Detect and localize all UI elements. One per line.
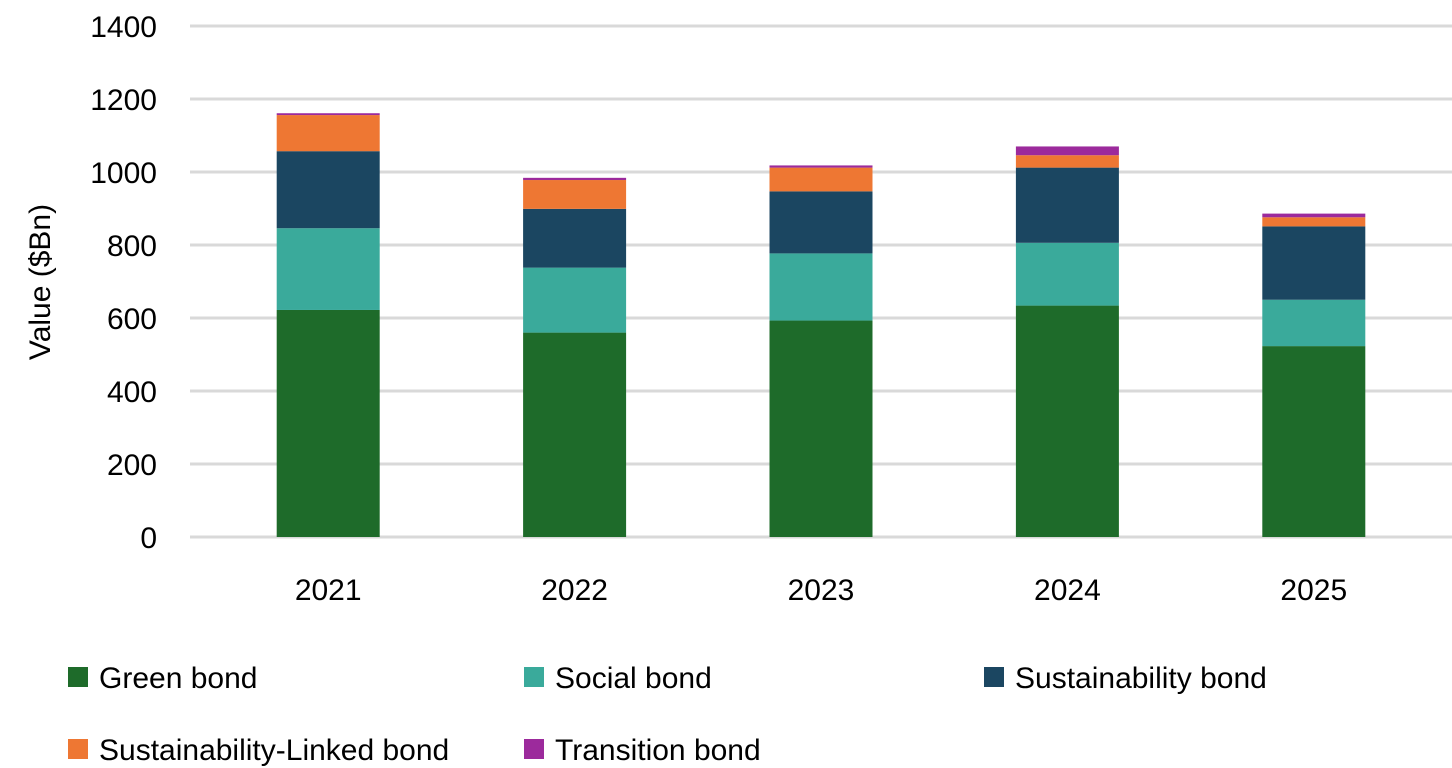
legend-label-sustainability-linked-bond: Sustainability-Linked bond [99,734,449,767]
bar-green-bond-2025 [1262,346,1366,537]
bar-sustainability-bond-2021 [276,151,380,229]
y-axis-ticks: 0 200 400 600 800 1000 1200 1400 [90,11,157,555]
legend-item-green-bond: Green bond [68,662,257,695]
legend-label-green-bond: Green bond [99,662,257,695]
bar-green-bond-2024 [1015,305,1119,537]
legend: Green bond Social bond Sustainability bond… [68,662,1267,767]
bar-green-bond-2022 [523,332,627,537]
legend-item-sustainability-linked-bond: Sustainability-Linked bond [68,734,449,767]
bars [276,113,1366,537]
bar-green-bond-2023 [769,320,873,537]
legend-label-social-bond: Social bond [555,662,712,695]
bar-social-bond-2022 [523,267,627,333]
y-tick-label-1400: 1400 [90,11,157,44]
legend-swatch-sustainability-bond [984,667,1004,687]
bar-sustainability-linked-bond-2022 [523,180,627,209]
x-tick-label-2022: 2022 [541,574,608,607]
legend-swatch-sustainability-linked-bond [68,739,88,759]
bar-social-bond-2024 [1015,242,1119,306]
legend-item-social-bond: Social bond [524,662,712,695]
bar-transition-bond-2024 [1015,146,1119,156]
legend-item-transition-bond: Transition bond [524,734,761,767]
y-tick-label-400: 400 [107,376,157,409]
bar-sustainability-linked-bond-2023 [769,167,873,192]
bar-social-bond-2021 [276,228,380,310]
x-axis-ticks: 2021 2022 2023 2024 2025 [295,574,1347,607]
y-tick-label-200: 200 [107,449,157,482]
x-tick-label-2025: 2025 [1280,574,1347,607]
y-tick-label-800: 800 [107,230,157,263]
bar-sustainability-linked-bond-2025 [1262,217,1366,227]
legend-swatch-social-bond [524,667,544,687]
legend-swatch-green-bond [68,667,88,687]
bar-transition-bond-2021 [276,113,380,116]
y-axis-title: Value ($Bn) [24,204,57,360]
bar-sustainability-linked-bond-2024 [1015,155,1119,168]
legend-label-sustainability-bond: Sustainability bond [1015,662,1267,695]
bar-transition-bond-2023 [769,165,873,168]
x-tick-label-2021: 2021 [295,574,362,607]
y-tick-label-0: 0 [140,522,157,555]
legend-item-sustainability-bond: Sustainability bond [984,662,1267,695]
bar-sustainability-bond-2024 [1015,167,1119,243]
bar-sustainability-bond-2023 [769,191,873,254]
bar-transition-bond-2022 [523,177,627,181]
y-tick-label-600: 600 [107,303,157,336]
y-tick-label-1200: 1200 [90,84,157,117]
bar-sustainability-bond-2022 [523,208,627,268]
bar-social-bond-2025 [1262,299,1366,347]
bar-transition-bond-2025 [1262,213,1366,218]
x-tick-label-2024: 2024 [1034,574,1101,607]
bar-sustainability-bond-2025 [1262,226,1366,300]
bar-green-bond-2021 [276,309,380,537]
y-tick-label-1000: 1000 [90,157,157,190]
legend-swatch-transition-bond [524,739,544,759]
legend-label-transition-bond: Transition bond [555,734,761,767]
bar-social-bond-2023 [769,253,873,321]
x-tick-label-2023: 2023 [788,574,855,607]
bar-sustainability-linked-bond-2021 [276,115,380,152]
